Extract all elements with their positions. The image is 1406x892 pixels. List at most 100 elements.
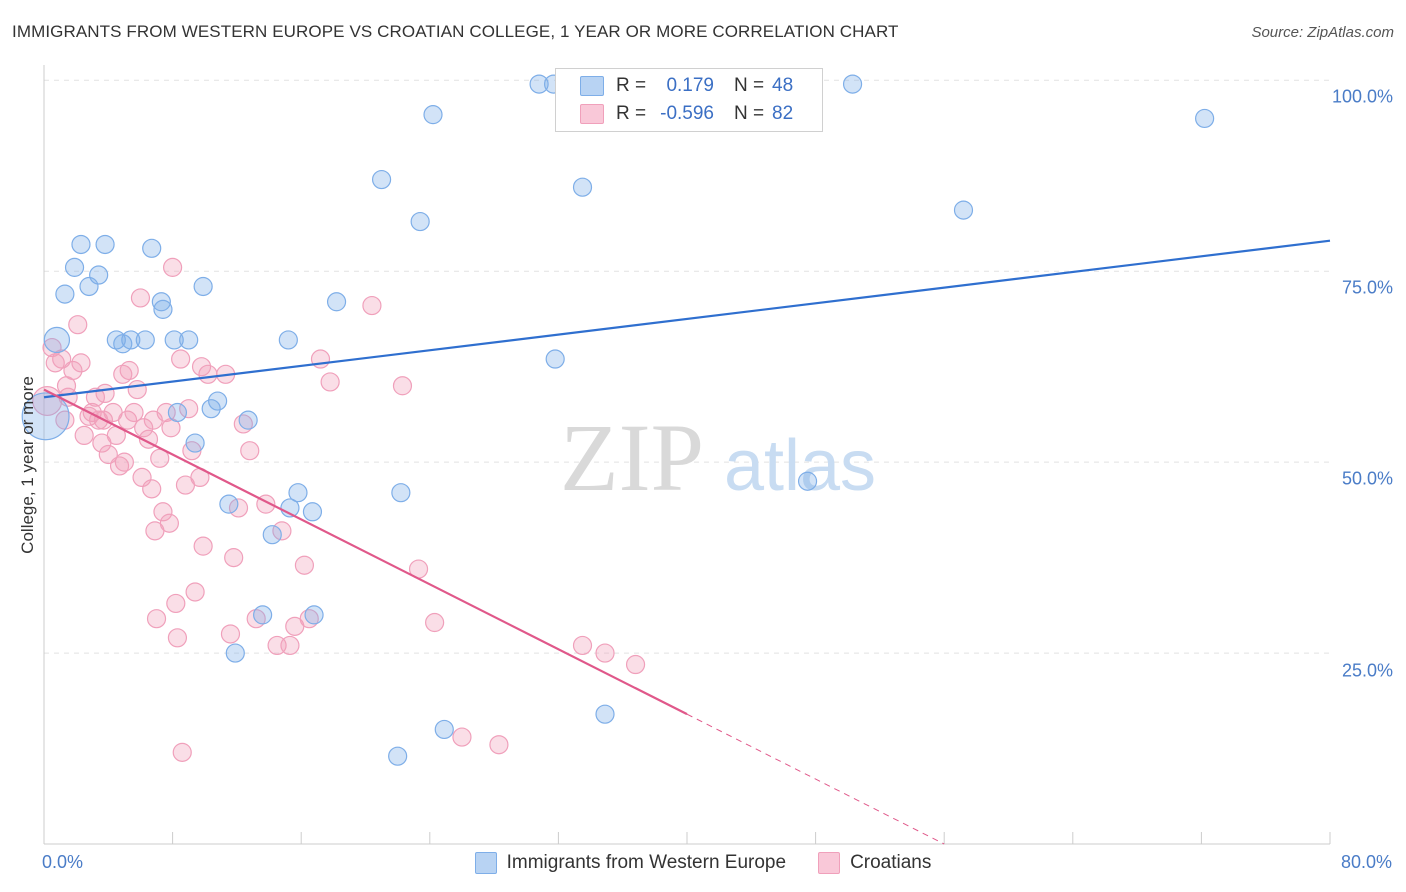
western-europe-point [185,433,205,453]
western-europe-point [151,292,171,312]
watermark-atlas: atlas [724,426,876,506]
croatians-point [142,479,162,499]
croatians-point [171,349,191,369]
series-legend: Immigrants from Western Europe Croatians [0,852,1406,874]
croatians-point [74,425,94,446]
x-tick-min: 0.0% [42,852,84,872]
croatians-point [220,624,241,644]
western-europe-point [153,299,173,319]
legend-row-western-europe: R = 0.179 N = 48 [580,73,793,99]
western-europe-point [167,402,188,423]
western-europe-point [43,326,71,354]
western-europe-point [302,502,323,522]
croatians-point [425,612,445,633]
western-europe-point [179,330,199,350]
western-europe-point [1195,108,1215,129]
western-europe-point [121,330,141,350]
croatians-point [127,379,147,400]
western-europe-point [326,292,347,312]
axes [43,65,1331,845]
western-europe-point [71,234,91,255]
western-europe-point [219,494,239,514]
y-tick-25: 25.0% [1341,660,1393,681]
croatians-point [362,295,382,316]
croatians-point [272,521,292,541]
western-europe-point [842,74,863,94]
croatians-point [85,387,106,407]
croatians-trend-extension [686,713,945,845]
y-tick-75: 75.0% [1341,277,1393,298]
chart-title: IMMIGRANTS FROM WESTERN EUROPE VS CROATI… [12,22,899,41]
western-europe-point [208,391,228,411]
r-value: 0.179 [666,75,714,96]
legend-label: Immigrants from Western Europe [506,852,787,873]
croatians-point [625,654,646,675]
croatians-point [119,360,139,381]
croatians-point [124,402,144,423]
croatians-point [572,635,593,656]
croatians-point [198,364,218,384]
blue-swatch [580,76,604,96]
n-value: 48 [772,75,794,96]
croatians-point [172,742,192,762]
watermark-zip: ZIP [560,404,704,511]
croatians-point [294,555,315,575]
croatians-point [320,372,340,392]
western-europe-point [55,284,75,304]
croatians-points [32,257,646,762]
western-europe-point [238,410,258,430]
western-europe-point [64,257,85,277]
legend-item-croatians[interactable]: Croatians [818,852,931,874]
croatians-point [392,376,413,396]
western-europe-point [797,471,818,491]
croatians-point [228,498,249,518]
croatians-point [71,353,91,373]
croatians-point [240,441,260,461]
western-europe-point [95,234,115,255]
croatians-point [117,410,138,430]
y-tick-50: 50.0% [1341,468,1393,489]
croatians-point [163,257,183,277]
r-value: -0.596 [660,103,714,124]
western-europe-point [288,483,308,503]
western-europe-point [225,643,245,663]
legend-label: Croatians [850,852,932,873]
croatians-point [452,727,472,747]
western-europe-point [572,177,593,197]
croatians-point [595,643,615,663]
croatians-point [153,502,173,522]
pink-swatch [580,104,604,124]
croatians-point [98,444,118,465]
croatians-point [191,357,212,377]
x-tick-max: 80.0% [1340,852,1392,872]
blue-swatch [474,852,497,874]
croatians-point [167,628,188,648]
croatians-point [185,582,205,602]
chart-source: Source: ZipAtlas.com [1251,24,1394,41]
western-europe-point [371,169,392,190]
croatians-point [159,513,179,533]
western-europe-point [304,605,324,625]
croatians-point [156,402,176,423]
western-europe-point [595,704,615,724]
croatians-point [114,452,134,472]
y-tick-100: 100.0% [1331,86,1393,107]
watermark: ZIP atlas [560,404,876,511]
croatians-point [179,399,199,419]
correlation-legend: R = 0.179 N = 48 R = -0.596 N = 82 [555,68,823,132]
western-europe-point [262,525,282,545]
croatians-point [63,360,83,381]
western-europe-point [391,483,411,503]
western-europe-point [410,211,430,232]
western-europe-point [201,399,221,419]
western-europe-point [529,74,549,94]
western-europe-point [164,330,184,350]
croatians-point [134,418,154,438]
western-europe-point [193,276,213,297]
legend-item-western-europe[interactable]: Immigrants from Western Europe [474,852,787,874]
gridlines [44,79,1330,654]
r-label: R = [616,75,647,96]
western-europe-point [953,200,974,220]
western-europe-point [142,238,162,258]
